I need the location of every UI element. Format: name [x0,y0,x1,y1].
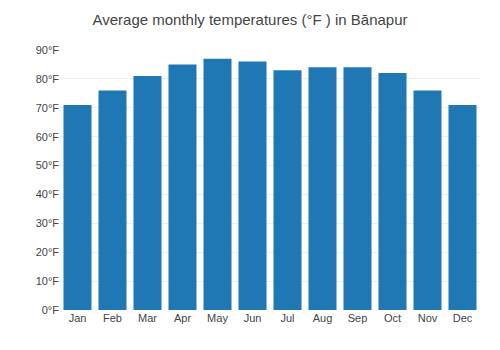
svg-text:20°F: 20°F [36,246,60,258]
svg-text:70°F: 70°F [36,102,60,114]
svg-text:50°F: 50°F [36,159,60,171]
svg-text:Jan: Jan [69,312,87,324]
svg-text:Jul: Jul [280,312,294,324]
svg-text:0°F: 0°F [42,304,60,316]
svg-text:Jun: Jun [244,312,262,324]
svg-text:80°F: 80°F [36,73,60,85]
svg-text:Average monthly temperatures (: Average monthly temperatures (°F ) in Bā… [92,11,407,28]
svg-text:40°F: 40°F [36,188,60,200]
svg-text:Mar: Mar [138,312,157,324]
svg-text:Feb: Feb [103,312,122,324]
svg-text:Dec: Dec [453,312,473,324]
svg-text:May: May [207,312,228,324]
svg-text:60°F: 60°F [36,131,60,143]
svg-text:Sep: Sep [348,312,368,324]
svg-text:90°F: 90°F [36,44,60,56]
svg-text:Nov: Nov [418,312,438,324]
svg-text:Apr: Apr [174,312,191,324]
svg-text:30°F: 30°F [36,217,60,229]
svg-text:Aug: Aug [313,312,333,324]
svg-text:10°F: 10°F [36,275,60,287]
svg-text:Oct: Oct [384,312,401,324]
